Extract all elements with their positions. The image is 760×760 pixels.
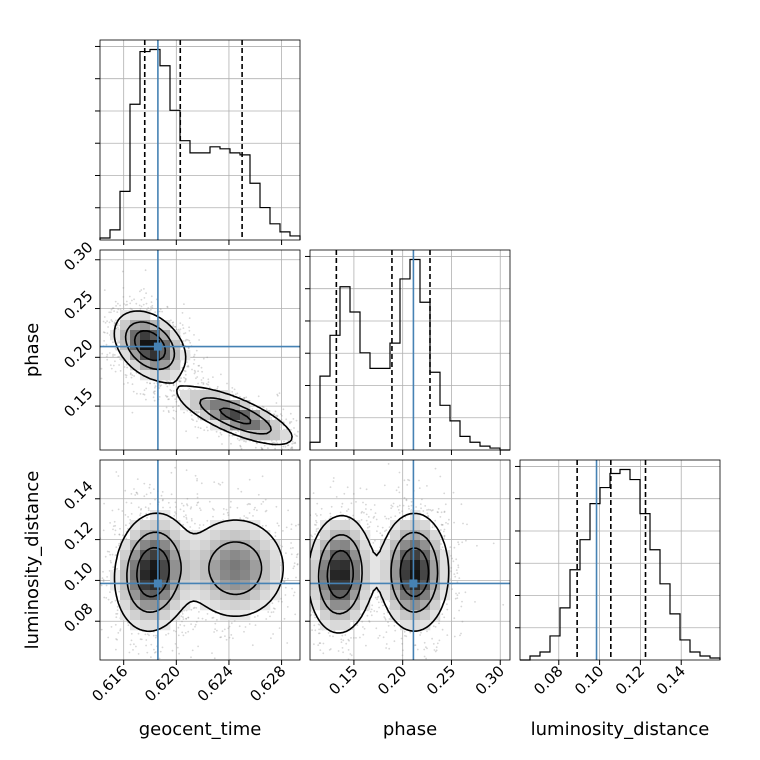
panel-frame — [99, 249, 301, 451]
x-axis-label-luminosity_distance: luminosity_distance — [531, 719, 710, 740]
density-cells — [310, 510, 451, 631]
x-tick-label: 0.14 — [653, 662, 689, 698]
hist-panel-luminosity_distance: 0.08 0.10 0.12 0.14 — [515, 459, 721, 698]
panel-frame — [519, 459, 721, 661]
histogram-step-luminosity_distance — [520, 468, 721, 661]
contour-level-1 — [310, 512, 450, 634]
contour-level-2 — [126, 531, 263, 613]
x-tick-label: 0.20 — [374, 662, 410, 698]
y-tick-label: 0.10 — [60, 559, 96, 595]
y-axis-label-phase: phase — [22, 323, 43, 377]
hist-panel-phase — [305, 249, 511, 455]
histogram-step-phase — [309, 258, 510, 451]
panel-frame — [99, 39, 301, 241]
x-tick-label: 0.30 — [472, 662, 508, 698]
contour-level-3 — [326, 547, 430, 599]
contour-level-1 — [113, 512, 284, 633]
x-tick-label: 0.616 — [88, 662, 131, 705]
density-cells — [110, 310, 291, 441]
y-tick-label: 0.25 — [60, 287, 96, 323]
2d-panel-phase-vs-geocent_time: 0.15 0.20 0.25 0.30 — [60, 238, 301, 455]
y-tick-label: 0.15 — [60, 384, 96, 420]
x-tick-label: 0.628 — [246, 662, 289, 705]
x-tick-label: 0.624 — [194, 662, 237, 705]
y-tick-label: 0.30 — [60, 238, 96, 274]
density-cells — [110, 510, 281, 631]
y-axis-label-luminosity_distance: luminosity_distance — [22, 471, 43, 650]
y-tick-label: 0.08 — [60, 600, 96, 636]
contour-level-2 — [317, 531, 439, 615]
contour-level-1 — [113, 310, 293, 446]
y-tick-label: 0.12 — [60, 518, 96, 554]
y-tick-label: 0.20 — [60, 336, 96, 372]
x-axis-label-phase: phase — [383, 719, 437, 740]
contour-level-3 — [136, 546, 170, 598]
histogram-step-geocent_time — [99, 48, 301, 240]
panel-frame — [99, 459, 301, 661]
x-tick-label: 0.12 — [612, 662, 648, 698]
x-tick-label: 0.10 — [571, 662, 607, 698]
truth-marker — [153, 579, 162, 588]
x-axis-label-geocent_time: geocent_time — [139, 719, 262, 740]
x-tick-label: 0.15 — [325, 662, 361, 698]
2d-panel-luminosity_distance-vs-geocent_time: 0.616 0.620 0.624 0.628 0.08 0.10 0.12 0.14 — [60, 459, 301, 705]
2d-panel-luminosity_distance-vs-phase: 0.15 0.20 0.25 0.30 — [305, 459, 511, 698]
x-tick-label: 0.620 — [141, 662, 184, 705]
panel-frame — [309, 459, 511, 661]
contour-level-3 — [133, 330, 252, 425]
truth-marker — [153, 342, 162, 351]
x-tick-label: 0.08 — [530, 662, 566, 698]
y-tick-label: 0.14 — [60, 477, 96, 513]
panel-frame — [309, 249, 511, 451]
x-tick-label: 0.25 — [423, 662, 459, 698]
truth-marker — [409, 579, 418, 588]
hist-panel-geocent_time — [95, 39, 301, 245]
